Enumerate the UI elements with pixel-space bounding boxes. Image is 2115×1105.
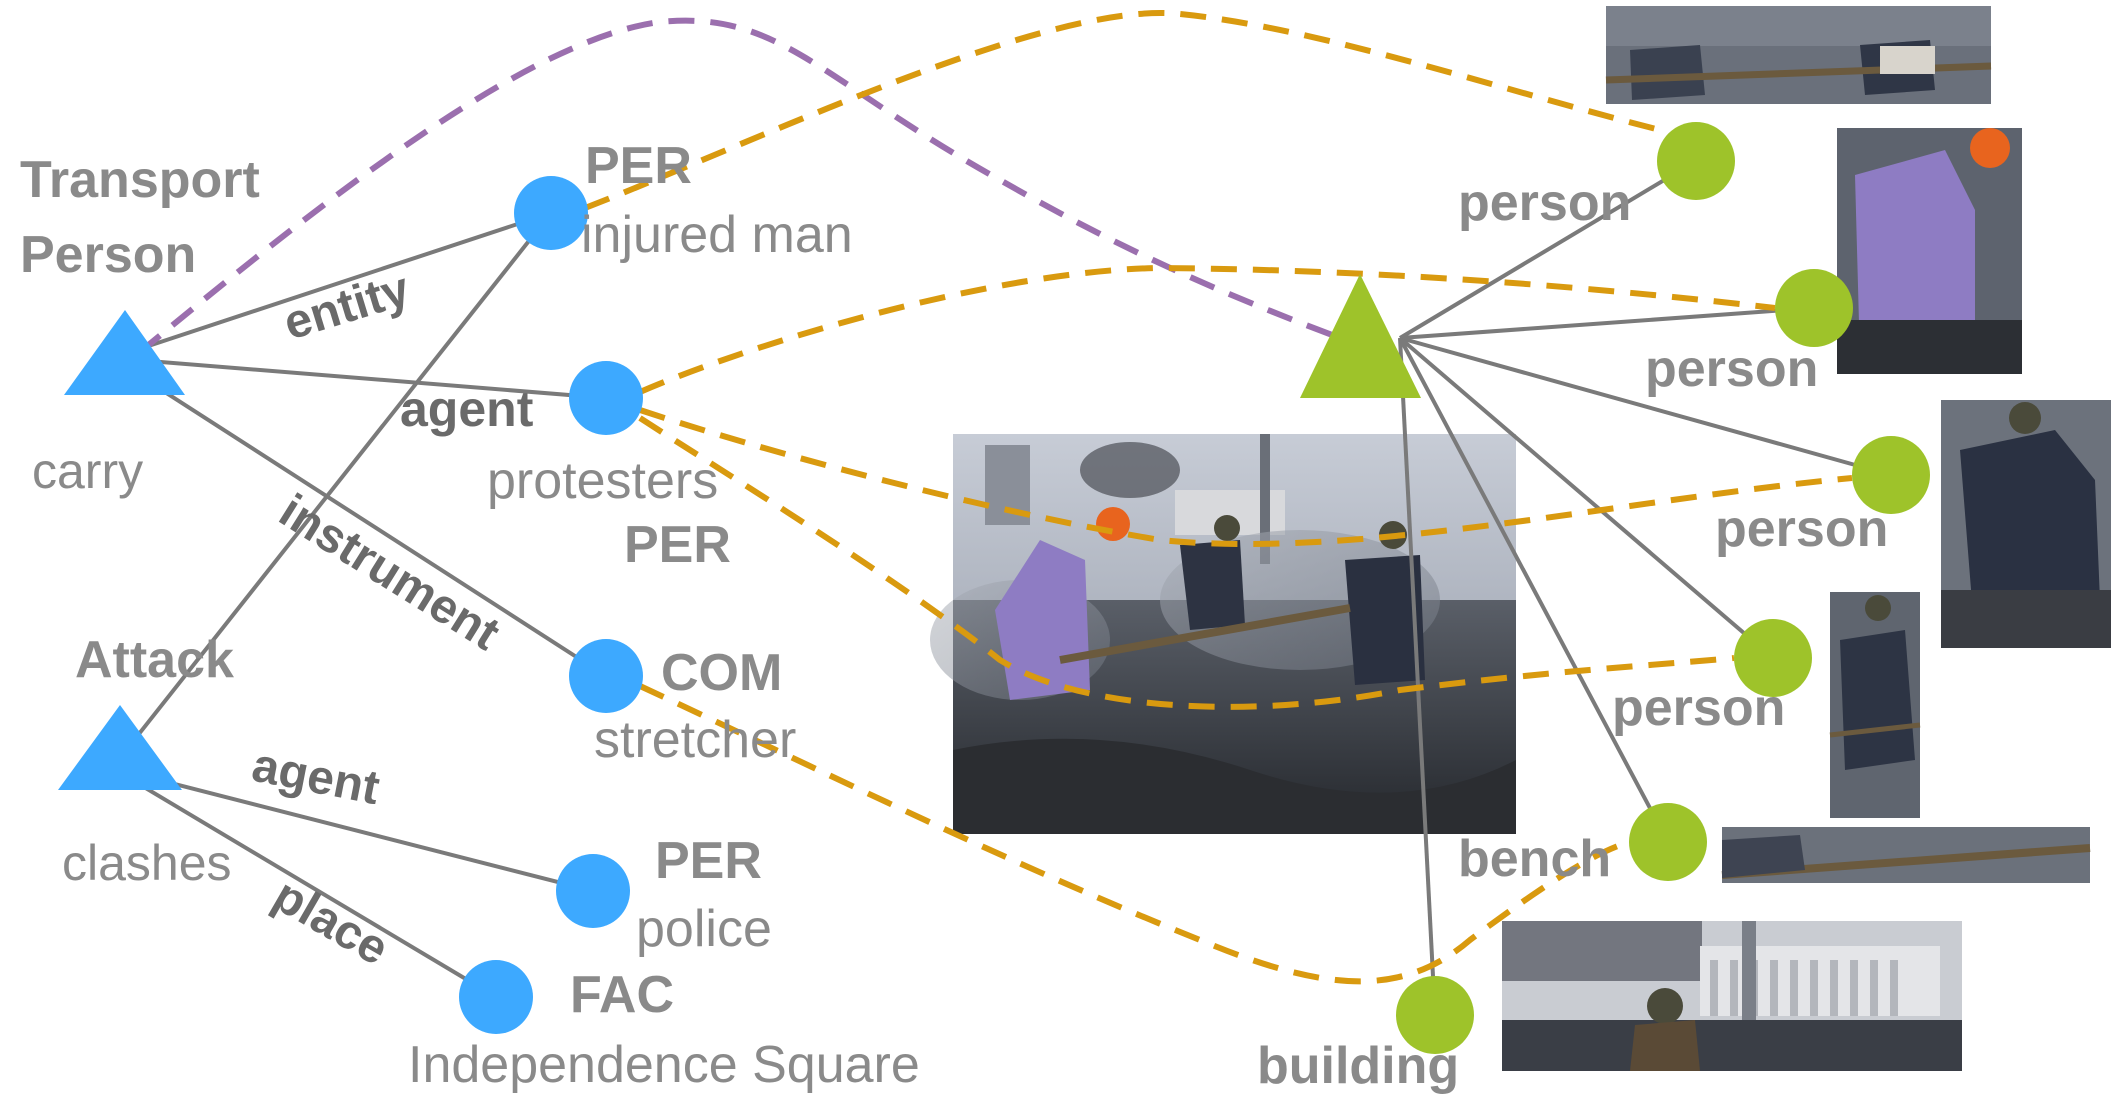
object-edge-0 [1398,159,1698,340]
text-graph-edges [110,211,608,999]
object-label-building: building [1257,1037,1459,1095]
role-label-entity: entity [278,262,416,350]
alignment-stretcher-obj5 [638,683,1631,985]
transport-event-trigger: carry [32,443,143,499]
entity-node-stretcher [569,639,643,713]
object-node-person-3 [1852,436,1930,514]
object-node-person-4 [1734,619,1812,697]
object-node-person-1 [1657,122,1735,200]
transport-event-type-line1: Transport [20,151,260,209]
attack-event-node [58,705,182,790]
role-label-instrument: instrument [270,484,508,660]
entity-node-protesters [569,361,643,435]
role-edge-0 [111,211,552,360]
object-edge-4 [1398,337,1670,843]
alignment-transport-img_event [138,17,1342,355]
object-node-person-2 [1775,269,1853,347]
crop-person-helmet [1829,592,1921,818]
object-edge-5 [1398,337,1437,1016]
crop-person-orange-helmet [1837,128,2022,374]
image-event-node [1300,274,1421,398]
entity-type-police: PER [655,832,762,890]
role-edge-1 [111,356,607,400]
entity-mention-square: Independence Square [408,1036,920,1094]
transport-event-node [64,310,185,395]
attack-event-trigger: clashes [62,835,232,891]
role-label-agent-transport: agent [400,381,534,437]
cross-media-alignments [138,10,1853,985]
image-graph-edges [1398,159,1892,1016]
attack-event-type: Attack [75,631,234,689]
alignment-protesters-obj3 [639,407,1853,548]
object-edge-2 [1399,336,1892,477]
object-edge-3 [1398,336,1775,660]
object-node-building [1396,976,1474,1054]
entity-type-injured: PER [585,137,692,195]
object-label-person-4: person [1612,679,1785,737]
object-label-person-2: person [1645,340,1818,398]
entity-mention-injured: injured man [581,206,853,264]
crop-building [1502,921,1962,1071]
entity-node-injured [514,176,588,250]
entity-type-square: FAC [570,966,674,1024]
alignment-protesters-obj2 [638,264,1776,395]
main-photo [930,434,1516,834]
crop-top-stretcher [1605,6,1992,104]
object-node-bench [1629,803,1707,881]
role-edge-3 [110,211,553,770]
role-label-place: place [265,869,398,976]
entity-node-police [556,854,630,928]
entity-mention-stretcher: stretcher [594,711,796,769]
alignment-protesters-obj4 [638,415,1735,710]
entity-mention-protesters: protesters [487,452,718,510]
object-label-bench: bench [1458,830,1611,888]
crop-person-dark-jacket [1941,400,2111,648]
entity-type-stretcher: COM [661,644,782,702]
crop-bench [1721,827,2091,883]
entity-type-protesters: PER [624,516,731,574]
transport-event-type-line2: Person [20,226,196,284]
role-edge-4 [111,766,594,893]
object-label-person-3: person [1715,500,1888,558]
entity-node-square [459,960,533,1034]
object-edge-1 [1399,306,1815,340]
role-edge-2 [110,356,608,678]
role-label-agent-attack: agent [248,739,384,815]
role-edge-5 [110,766,498,999]
entity-mention-police: police [636,900,772,958]
object-label-person-1: person [1458,174,1631,232]
